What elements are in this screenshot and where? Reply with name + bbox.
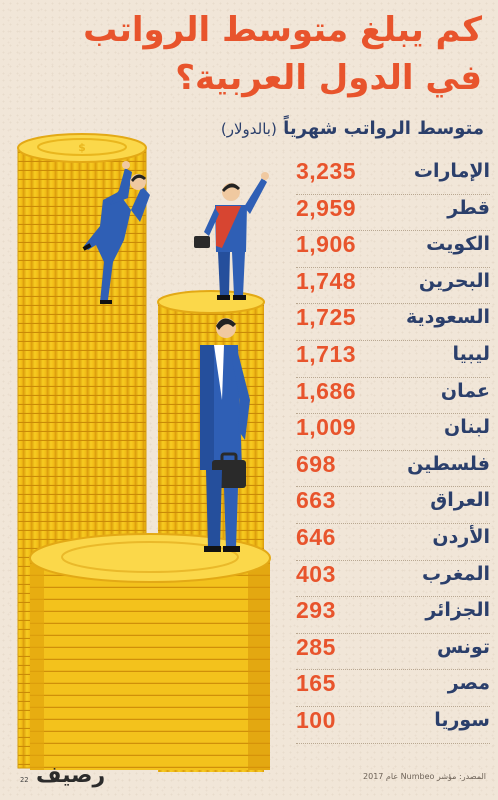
country-label: الأردن xyxy=(432,525,490,548)
logo-text: رصيف xyxy=(36,763,106,788)
table-row: 3,235 الإمارات xyxy=(290,158,490,195)
salary-value: 293 xyxy=(296,597,336,624)
row-divider xyxy=(296,449,490,451)
row-divider xyxy=(296,230,490,232)
row-divider xyxy=(296,705,490,707)
row-divider xyxy=(296,596,490,598)
row-divider xyxy=(296,193,490,195)
svg-text:$: $ xyxy=(78,141,86,154)
country-label: الإمارات xyxy=(413,160,490,182)
salary-value: 2,959 xyxy=(296,194,357,221)
row-divider xyxy=(296,486,490,488)
table-row: 293 الجزائر xyxy=(290,597,490,634)
table-row: 285 تونس xyxy=(290,634,490,671)
salary-table: 3,235 الإمارات 2,959 قطر 1,906 الكويت 1,748 الب… xyxy=(290,158,490,744)
country-label: سوريا xyxy=(434,708,490,731)
country-label: الكويت xyxy=(426,233,490,256)
page-title: كم يبلغ متوسط الرواتب في الدول العربية؟ xyxy=(12,6,482,102)
row-divider xyxy=(296,632,490,634)
salary-value: 285 xyxy=(296,633,336,660)
salary-value: 646 xyxy=(296,523,336,550)
country-label: مصر xyxy=(447,672,490,695)
table-row: 165 مصر xyxy=(290,670,490,707)
salary-value: 698 xyxy=(296,450,336,477)
country-label: البحرين xyxy=(418,269,490,292)
table-row: 403 المغرب xyxy=(290,561,490,598)
row-divider xyxy=(296,522,490,524)
standing-businessman xyxy=(200,318,250,552)
front-coin-stack xyxy=(29,533,271,770)
country-label: تونس xyxy=(436,635,490,658)
climbing-businessman xyxy=(82,161,150,304)
table-row: 646 الأردن xyxy=(290,524,490,561)
logo-number: 22 xyxy=(20,776,29,784)
country-label: لبنان xyxy=(444,416,490,439)
table-row: 1,725 السعودية xyxy=(290,304,490,341)
row-divider xyxy=(296,303,490,305)
salary-value: 663 xyxy=(296,487,336,514)
salary-value: 1,009 xyxy=(296,414,357,441)
table-row: 1,686 عمان xyxy=(290,378,490,415)
salary-value: 165 xyxy=(296,670,336,697)
salary-value: 403 xyxy=(296,560,336,587)
salary-value: 100 xyxy=(296,706,336,733)
salary-value: 1,686 xyxy=(296,377,357,404)
table-row: 1,009 لبنان xyxy=(290,414,490,451)
salary-value: 1,725 xyxy=(296,304,357,331)
country-label: فلسطين xyxy=(407,452,490,475)
row-divider xyxy=(296,413,490,415)
source-note: المصدر: مؤشر Numbeo عام 2017 xyxy=(363,772,486,781)
title-line-2: في الدول العربية؟ xyxy=(175,58,482,98)
table-row: 2,959 قطر xyxy=(290,195,490,232)
table-row: 663 العراق xyxy=(290,487,490,524)
table-row: 1,906 الكويت xyxy=(290,231,490,268)
country-label: ليبيا xyxy=(452,342,490,365)
salary-value: 1,713 xyxy=(296,340,357,367)
row-divider xyxy=(296,339,490,341)
subtitle-unit: (بالدولار) xyxy=(220,120,277,138)
salary-value: 1,906 xyxy=(296,231,357,258)
salary-value: 3,235 xyxy=(296,158,357,184)
logo: رصيف xyxy=(36,763,105,788)
country-label: العراق xyxy=(430,489,490,512)
row-divider xyxy=(296,376,490,378)
table-row: 100 سوريا xyxy=(290,707,490,744)
country-label: الجزائر xyxy=(425,599,490,622)
salary-value: 1,748 xyxy=(296,267,357,294)
country-label: السعودية xyxy=(405,306,490,329)
chart-subtitle: متوسط الرواتب شهرياً (بالدولار) xyxy=(134,118,484,139)
country-label: المغرب xyxy=(421,562,490,585)
table-row: 1,713 ليبيا xyxy=(290,341,490,378)
row-divider xyxy=(296,559,490,561)
country-label: عمان xyxy=(440,379,490,402)
waving-businessman xyxy=(194,172,269,300)
row-divider xyxy=(296,669,490,671)
row-divider xyxy=(296,742,490,744)
country-label: قطر xyxy=(447,196,490,219)
table-row: 1,748 البحرين xyxy=(290,268,490,305)
subtitle-text: متوسط الرواتب شهرياً xyxy=(283,118,484,139)
row-divider xyxy=(296,266,490,268)
table-row: 698 فلسطين xyxy=(290,451,490,488)
title-line-1: كم يبلغ متوسط الرواتب xyxy=(83,10,482,50)
